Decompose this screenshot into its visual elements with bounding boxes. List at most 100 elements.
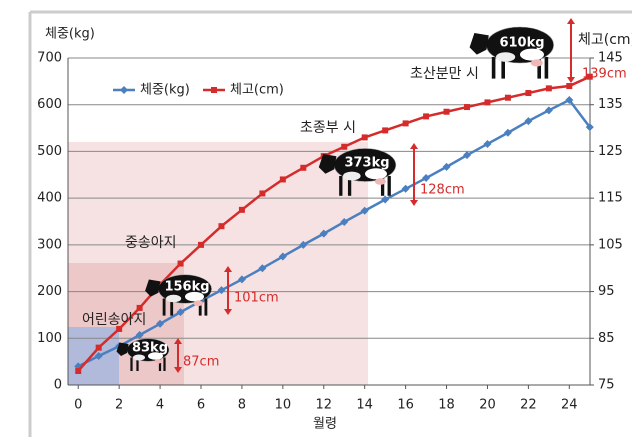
y-axis-title: 체중(kg) bbox=[45, 27, 95, 42]
weight-label: 156kg bbox=[164, 280, 209, 295]
weight-label: 83kg bbox=[132, 341, 168, 356]
cow-icon bbox=[469, 26, 554, 79]
point bbox=[218, 223, 225, 230]
cow-head bbox=[145, 279, 161, 297]
cow-patch bbox=[185, 291, 204, 302]
x-tick-label: 6 bbox=[197, 398, 205, 413]
point bbox=[217, 286, 226, 295]
x-tick-label: 2 bbox=[115, 398, 123, 413]
y-tick-label: 600 bbox=[37, 97, 62, 112]
point bbox=[135, 331, 144, 340]
weight-label: 610kg bbox=[499, 36, 544, 51]
y2-tick-label: 85 bbox=[598, 331, 615, 346]
y2-axis-title: 체고(cm) bbox=[578, 32, 632, 48]
height-label: 87cm bbox=[183, 355, 219, 370]
x-tick-label: 22 bbox=[520, 398, 537, 413]
x-tick-label: 24 bbox=[561, 398, 578, 413]
y-tick-label: 100 bbox=[37, 331, 62, 346]
point bbox=[483, 139, 492, 148]
point bbox=[566, 83, 573, 90]
point bbox=[382, 127, 389, 134]
height-label: 101cm bbox=[234, 291, 279, 306]
point bbox=[319, 229, 328, 238]
stage-label: 초산분만 시 bbox=[410, 66, 479, 82]
cow-icon bbox=[318, 148, 397, 196]
point bbox=[585, 123, 594, 132]
x-axis-title: 월령 bbox=[313, 417, 337, 432]
point bbox=[340, 217, 349, 226]
x-tick-label: 14 bbox=[356, 398, 373, 413]
y-tick-label: 0 bbox=[54, 378, 62, 393]
legend-label: 체고(cm) bbox=[230, 83, 284, 98]
cow-patch bbox=[496, 52, 516, 62]
point bbox=[443, 108, 450, 115]
y2-tick-label: 105 bbox=[598, 237, 623, 252]
point bbox=[484, 99, 491, 106]
height-label: 139cm bbox=[582, 67, 627, 82]
point bbox=[504, 94, 511, 101]
point bbox=[300, 164, 307, 171]
y2-tick-label: 95 bbox=[598, 284, 615, 299]
point bbox=[442, 162, 451, 171]
cow-icon bbox=[116, 338, 170, 371]
stage-label: 어린송아지 bbox=[82, 312, 146, 328]
arrow-head bbox=[224, 309, 232, 315]
point bbox=[401, 184, 410, 193]
point bbox=[259, 190, 266, 197]
point bbox=[299, 240, 308, 249]
arrow-head bbox=[410, 200, 418, 206]
series-line bbox=[77, 98, 591, 368]
stage-label: 중송아지 bbox=[125, 235, 177, 251]
arrow-head bbox=[567, 18, 575, 24]
point bbox=[177, 260, 184, 267]
x-tick-label: 8 bbox=[238, 398, 246, 413]
arrow-head bbox=[410, 143, 418, 149]
point bbox=[75, 367, 82, 374]
point bbox=[565, 96, 574, 105]
y-tick-label: 700 bbox=[37, 51, 62, 66]
point bbox=[463, 151, 471, 160]
cow-udder bbox=[374, 178, 386, 185]
arrow-head bbox=[174, 338, 182, 344]
y-tick-label: 500 bbox=[37, 144, 62, 159]
cow-head bbox=[116, 342, 129, 356]
point bbox=[361, 134, 368, 141]
point bbox=[423, 113, 430, 120]
point bbox=[156, 319, 165, 328]
legend-marker bbox=[211, 87, 217, 93]
y2-tick-label: 135 bbox=[598, 97, 623, 112]
point bbox=[402, 120, 409, 127]
point bbox=[116, 325, 123, 332]
y-tick-label: 200 bbox=[37, 284, 62, 299]
y-tick-label: 300 bbox=[37, 237, 62, 252]
point bbox=[279, 176, 286, 183]
cow-patch bbox=[148, 352, 163, 360]
point bbox=[360, 206, 369, 215]
stage-label: 초종부 시 bbox=[300, 120, 356, 136]
cow-patch bbox=[365, 168, 387, 180]
cow-head bbox=[318, 154, 337, 174]
x-tick-label: 18 bbox=[438, 398, 455, 413]
weight-label: 373kg bbox=[344, 156, 389, 171]
arrow-head bbox=[224, 266, 232, 272]
cow-udder bbox=[154, 359, 163, 364]
y2-tick-label: 145 bbox=[598, 51, 623, 66]
legend-label: 체중(kg) bbox=[140, 83, 190, 98]
point bbox=[586, 73, 593, 80]
point bbox=[136, 304, 143, 311]
y-tick-label: 400 bbox=[37, 191, 62, 206]
point bbox=[503, 128, 512, 137]
cow-patch bbox=[166, 294, 182, 303]
point bbox=[524, 117, 533, 126]
x-tick-label: 16 bbox=[397, 398, 414, 413]
y2-tick-label: 115 bbox=[598, 191, 623, 206]
point bbox=[544, 106, 553, 115]
point bbox=[237, 275, 246, 284]
point bbox=[94, 352, 103, 361]
cow-head bbox=[469, 33, 489, 55]
point bbox=[198, 241, 204, 248]
point bbox=[258, 264, 267, 273]
cow-patch bbox=[343, 171, 361, 181]
point bbox=[176, 308, 185, 317]
